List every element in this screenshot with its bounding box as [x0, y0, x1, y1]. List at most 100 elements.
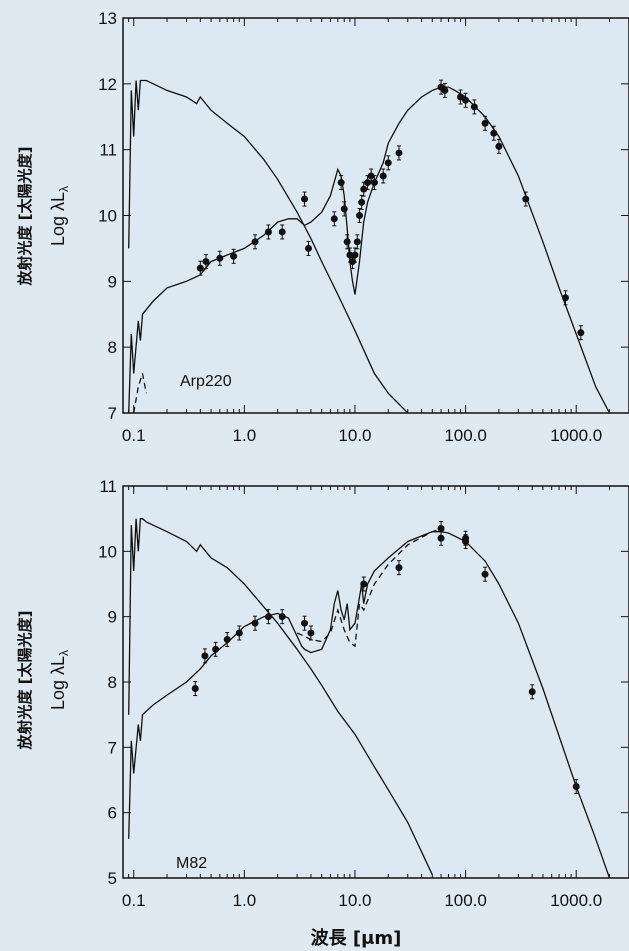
data-point [441, 86, 449, 94]
y-tick-label: 9 [108, 272, 117, 291]
data-point [235, 629, 243, 637]
x-tick-label: 1000.0 [550, 426, 602, 445]
y-tick-label: 11 [99, 141, 117, 160]
chart-arp220: 7 8 9 10 11 12 13 0.1 1.0 10.0 100.0 1000.0 Arp220… [16, 9, 629, 445]
data-point [191, 685, 199, 693]
data-point [301, 619, 309, 627]
data-point [437, 524, 445, 532]
data-point [528, 688, 536, 696]
data-point [457, 93, 465, 101]
data-point [201, 652, 209, 660]
y-tick-label: 6 [108, 804, 117, 823]
y-tick-label: 11 [99, 477, 117, 496]
data-point [264, 228, 272, 236]
y-tick-label: 5 [108, 869, 117, 888]
x-axis-label: 波長 [μm] [311, 927, 402, 949]
data-point [330, 215, 338, 223]
data-point [278, 228, 286, 236]
data-point [360, 580, 368, 588]
data-point [360, 185, 368, 193]
data-point [577, 329, 585, 337]
data-point [481, 119, 489, 127]
x-tick-label: 0.1 [122, 426, 146, 445]
data-point [337, 179, 345, 187]
chart-m82: 5 6 7 8 9 10 11 0.1 1.0 10.0 100.0 1000.0 M82 放射光度… [16, 477, 629, 949]
data-point [304, 244, 312, 252]
series-line [128, 531, 611, 878]
y-tick-label: 8 [108, 673, 117, 692]
model-curves-m82 [128, 518, 611, 878]
data-point [572, 783, 580, 791]
ticks-arp220 [122, 17, 629, 414]
y-tick-label: 8 [108, 338, 117, 357]
y-tick-labels-m82: 5 6 7 8 9 10 11 [98, 477, 117, 888]
data-point [358, 198, 366, 206]
data-point [349, 258, 357, 266]
plot-area-m82 [122, 485, 629, 879]
data-point [343, 238, 351, 246]
data-point [212, 645, 220, 653]
data-point [481, 570, 489, 578]
data-point [346, 251, 354, 259]
y-axis-label-m82: Log λLλ [48, 650, 71, 710]
y-tick-label: 10 [98, 207, 117, 226]
data-point [462, 538, 470, 546]
data-point [351, 251, 359, 259]
series-line [128, 518, 433, 875]
y-tick-label: 12 [98, 75, 117, 94]
y-tick-label: 10 [98, 542, 117, 561]
data-point [364, 179, 372, 187]
y-tick-label: 7 [108, 738, 117, 757]
data-point [495, 142, 503, 150]
panel-label-m82: M82 [176, 855, 207, 872]
data-point [301, 195, 309, 203]
data-points-m82 [191, 520, 580, 795]
plot-area-arp220 [122, 17, 629, 414]
panel-label-arp220: Arp220 [180, 373, 232, 390]
data-point [470, 103, 478, 111]
data-point [223, 636, 231, 644]
data-point [395, 149, 403, 157]
data-point [379, 172, 387, 180]
series-line [128, 79, 409, 413]
data-point [367, 172, 375, 180]
y-tick-labels-arp220: 7 8 9 10 11 12 13 [98, 9, 117, 423]
x-tick-labels-arp220: 0.1 1.0 10.0 100.0 1000.0 [122, 426, 602, 445]
data-point [251, 619, 259, 627]
y-tick-label: 9 [108, 608, 117, 627]
data-point [216, 254, 224, 262]
x-tick-label: 10.0 [338, 891, 371, 910]
y-tick-label: 7 [108, 404, 117, 423]
x-tick-label: 0.1 [122, 891, 146, 910]
data-point [384, 159, 392, 167]
x-tick-label: 100.0 [444, 426, 487, 445]
data-point [307, 629, 315, 637]
data-point [561, 294, 569, 302]
data-point [278, 613, 286, 621]
y-axis-label-jp-arp220: 放射光度 [太陽光度] [16, 147, 34, 287]
data-point [462, 96, 470, 104]
y-axis-label-arp220: Log λLλ [48, 186, 71, 246]
series-line [133, 373, 147, 413]
x-tick-label: 1000.0 [550, 891, 602, 910]
data-point [264, 613, 272, 621]
data-point [437, 534, 445, 542]
data-point [370, 179, 378, 187]
x-tick-label: 1.0 [233, 426, 257, 445]
data-point [490, 129, 498, 137]
x-tick-label: 100.0 [444, 891, 487, 910]
x-tick-labels-m82: 0.1 1.0 10.0 100.0 1000.0 [122, 891, 602, 910]
data-point [522, 195, 530, 203]
x-tick-label: 1.0 [233, 891, 257, 910]
y-tick-label: 13 [98, 9, 117, 28]
data-point [356, 212, 364, 219]
data-points-arp220 [196, 79, 585, 341]
data-point [251, 238, 259, 246]
data-point [395, 564, 403, 572]
series-line [296, 527, 442, 648]
data-point [196, 264, 204, 272]
x-tick-label: 10.0 [338, 426, 371, 445]
y-axis-label-jp-m82: 放射光度 [太陽光度] [16, 611, 34, 751]
data-point [202, 258, 210, 266]
